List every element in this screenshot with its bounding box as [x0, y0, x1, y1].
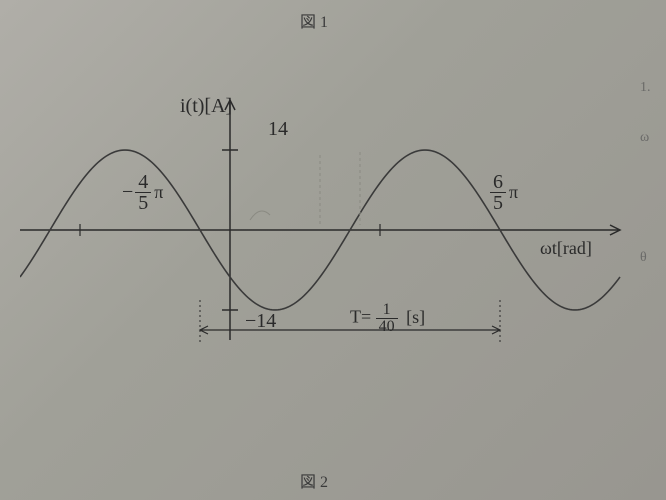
pi-symbol: π [509, 182, 518, 202]
side-mark-3: θ [640, 250, 647, 266]
amp-pos-label: 14 [268, 118, 288, 141]
fraction-icon: 45 [135, 172, 151, 213]
x-tick-right: 65π [490, 172, 518, 213]
figure-1-label: 図 1 [300, 8, 328, 32]
pi-symbol: π [154, 182, 163, 202]
x-tick-right-num: 6 [490, 172, 506, 193]
period-prefix: T= [350, 307, 371, 327]
y-axis-label: i(t)[A] [180, 95, 232, 118]
amp-neg-label: −14 [245, 310, 276, 333]
fraction-icon: 140 [376, 302, 398, 335]
x-tick-right-den: 5 [490, 193, 506, 213]
figure-2-label: 図 2 [300, 468, 328, 492]
fraction-icon: 65 [490, 172, 506, 213]
x-tick-left-den: 5 [135, 193, 151, 213]
x-axis-label: ωt[rad] [540, 238, 592, 259]
x-tick-left: −45π [122, 172, 163, 213]
page-background: 図 1 i(t)[A] 14 −45π 65π ωt[rad] −14 T= 1… [0, 0, 666, 500]
period-label: T= 140 [s] [350, 302, 425, 335]
x-tick-left-sign: − [122, 181, 133, 203]
period-num: 1 [376, 302, 398, 319]
period-unit: [s] [406, 307, 425, 327]
x-tick-left-num: 4 [135, 172, 151, 193]
side-mark-1: 1. [640, 80, 651, 96]
side-mark-2: ω [640, 130, 649, 146]
period-den: 40 [376, 319, 398, 335]
